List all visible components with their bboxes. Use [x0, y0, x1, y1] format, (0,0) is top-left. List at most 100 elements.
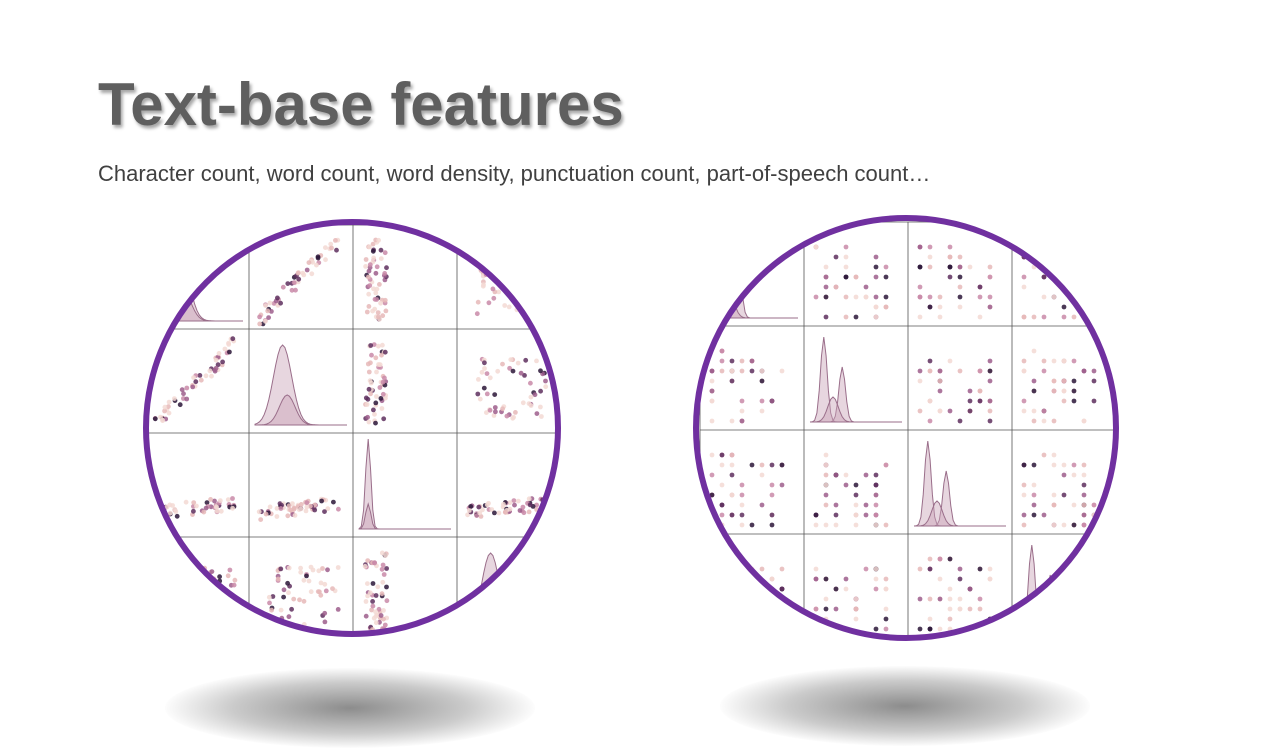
- scatter-point: [496, 289, 502, 295]
- scatter-point: [374, 369, 379, 375]
- scatter-point: [491, 259, 497, 265]
- scatter-point: [323, 257, 328, 263]
- scatter-point: [1051, 522, 1057, 528]
- scatter-point: [374, 264, 380, 270]
- scatter-point: [749, 358, 755, 364]
- scatter-point: [281, 587, 287, 593]
- scatter-point: [1031, 388, 1037, 394]
- scatter-point: [266, 594, 272, 600]
- scatter-point: [270, 594, 276, 599]
- scatter-point: [535, 291, 541, 297]
- scatter-point: [927, 254, 933, 260]
- scatter-point: [759, 368, 765, 374]
- scatter-point: [1021, 314, 1027, 320]
- scatter-point: [378, 247, 384, 253]
- scatter-point: [493, 409, 498, 415]
- kde-curve: [463, 602, 555, 634]
- scatter-point: [987, 378, 993, 384]
- scatter-point: [917, 596, 923, 602]
- scatter-point: [883, 264, 889, 270]
- scatter-point: [873, 304, 879, 310]
- scatter-point: [380, 313, 386, 319]
- scatter-point: [853, 606, 859, 612]
- scatter-point: [1071, 398, 1077, 404]
- scatter-point: [508, 357, 514, 362]
- scatter-point: [729, 358, 735, 364]
- scatter-point: [1071, 264, 1077, 270]
- scatter-point: [263, 318, 268, 324]
- scatter-point: [381, 616, 386, 622]
- scatter-point: [957, 284, 963, 290]
- scatter-point: [1091, 254, 1097, 260]
- scatter-point: [863, 566, 869, 572]
- scatter-point: [165, 597, 170, 603]
- scatter-point: [370, 241, 376, 247]
- scatter-point: [183, 499, 189, 505]
- scatter-point: [542, 300, 547, 306]
- kde-curve: [914, 500, 1006, 527]
- scatter-point: [267, 300, 273, 306]
- scatter-point: [843, 274, 849, 280]
- scatter-point: [197, 373, 203, 378]
- scatter-point: [492, 392, 498, 397]
- scatter-point: [300, 270, 306, 276]
- scatter-point: [217, 498, 223, 503]
- scatter-point: [373, 420, 378, 426]
- scatter-point: [853, 616, 859, 622]
- scatter-point: [510, 368, 516, 374]
- scatter-point: [719, 576, 725, 582]
- scatter-point: [382, 375, 387, 381]
- scatter-point: [1021, 284, 1027, 290]
- scatter-point: [977, 368, 983, 374]
- scatter-point: [977, 294, 983, 300]
- scatter-point: [977, 566, 983, 572]
- scatter-point: [729, 616, 735, 622]
- scatter-point: [492, 510, 497, 516]
- scatter-point: [382, 349, 388, 355]
- scatter-point: [507, 267, 512, 273]
- scatter-point: [1021, 398, 1027, 404]
- scatter-point: [544, 253, 550, 259]
- scatter-point: [475, 391, 481, 397]
- scatter-point: [863, 294, 869, 300]
- scatter-point: [823, 502, 829, 508]
- right-circle-ring: [693, 215, 1119, 641]
- scatter-point: [380, 379, 386, 385]
- scatter-point: [729, 472, 735, 478]
- scatter-point: [1071, 522, 1077, 528]
- scatter-point: [320, 566, 325, 571]
- scatter-point: [1081, 254, 1087, 260]
- scatter-point: [212, 604, 218, 610]
- scatter-point: [883, 274, 889, 280]
- scatter-point: [289, 287, 295, 293]
- scatter-point: [719, 606, 725, 612]
- scatter-point: [383, 308, 389, 314]
- scatter-point: [153, 514, 159, 520]
- scatter-point: [191, 375, 196, 380]
- scatter-point: [291, 596, 297, 602]
- scatter-point: [212, 498, 217, 504]
- scatter-point: [153, 514, 159, 520]
- scatter-point: [1061, 472, 1067, 478]
- scatter-point: [204, 500, 210, 505]
- scatter-point: [769, 462, 775, 468]
- left-circle-shadow: [165, 668, 535, 748]
- scatter-point: [312, 507, 318, 513]
- scatter-point: [957, 576, 963, 582]
- scatter-point: [729, 418, 735, 424]
- scatter-point: [382, 271, 388, 276]
- scatter-point: [833, 502, 839, 508]
- scatter-point: [278, 566, 284, 572]
- scatter-point: [853, 596, 859, 602]
- scatter-point: [538, 294, 543, 299]
- scatter-point: [528, 380, 533, 386]
- scatter-point: [987, 566, 993, 572]
- scatter-point: [1091, 368, 1097, 374]
- scatter-point: [1021, 368, 1027, 374]
- scatter-point: [371, 255, 376, 261]
- scatter-point: [1091, 502, 1097, 508]
- scatter-point: [465, 512, 470, 518]
- scatter-point: [779, 616, 785, 622]
- scatter-point: [489, 507, 495, 512]
- scatter-point: [484, 391, 490, 397]
